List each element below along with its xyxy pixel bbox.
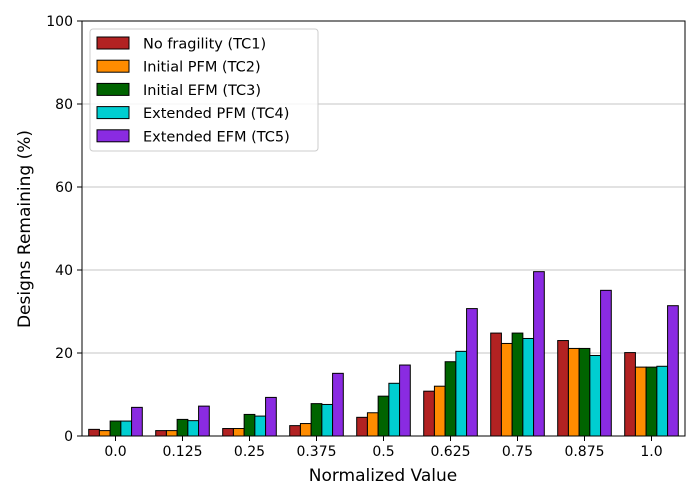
- bar: [634, 366, 647, 437]
- bar: [388, 382, 401, 437]
- bar: [109, 420, 122, 437]
- bar: [299, 423, 312, 437]
- bar: [356, 416, 368, 437]
- y-tick-label: 60: [55, 180, 73, 196]
- y-tick-label: 80: [55, 97, 73, 113]
- bar: [667, 305, 679, 437]
- bar: [332, 372, 344, 437]
- x-tick-label: 0.25: [234, 444, 265, 460]
- bar: [165, 430, 178, 437]
- x-tick-label: 0.0: [104, 444, 126, 460]
- bar: [399, 364, 411, 437]
- bar: [176, 418, 189, 437]
- legend-label: Initial EFM (TC3): [143, 83, 261, 99]
- x-tick-label: 1.0: [640, 444, 662, 460]
- x-tick-label: 0.875: [564, 444, 604, 460]
- legend-swatch: [96, 36, 130, 50]
- bar: [366, 412, 379, 437]
- plot-frame: [81, 20, 686, 437]
- legend-swatch: [96, 82, 130, 96]
- bar: [254, 415, 267, 437]
- y-tick-label: 100: [46, 14, 73, 30]
- y-tick-label: 20: [55, 346, 73, 362]
- x-tick-label: 0.125: [162, 444, 202, 460]
- axes: [77, 20, 686, 441]
- legend-swatch: [96, 106, 130, 120]
- bars: [88, 271, 679, 437]
- legend-label: Extended PFM (TC4): [143, 106, 289, 122]
- bar: [243, 413, 256, 437]
- legend-label: Extended EFM (TC5): [143, 129, 290, 145]
- bar: [578, 347, 591, 437]
- legend-label: Initial PFM (TC2): [143, 60, 261, 76]
- legend-swatch: [96, 59, 130, 73]
- legend-swatch: [96, 129, 130, 143]
- bar: [567, 347, 580, 437]
- y-tick-label: 40: [55, 263, 73, 279]
- y-tick-label: 0: [64, 429, 73, 445]
- bar: [310, 403, 323, 437]
- bar: [222, 428, 234, 437]
- bar: [131, 406, 143, 437]
- legend: No fragility (TC1) Initial PFM (TC2) Initi…: [89, 28, 319, 152]
- x-axis-label: Normalized Value: [309, 466, 458, 486]
- bar: [98, 430, 111, 437]
- legend-box: [89, 28, 319, 152]
- bar: [466, 308, 478, 437]
- bar: [600, 289, 612, 437]
- bar: [645, 366, 658, 437]
- bar: [187, 420, 200, 437]
- bar: [656, 365, 669, 437]
- bar: [321, 403, 334, 437]
- x-tick-label: 0.375: [296, 444, 336, 460]
- bar: [624, 352, 636, 437]
- bar: [88, 428, 100, 437]
- bar: [500, 342, 513, 437]
- bar: [155, 430, 167, 437]
- bar: [533, 271, 545, 437]
- x-tick-label: 0.625: [430, 444, 470, 460]
- bar: [433, 385, 446, 437]
- bar: [557, 340, 569, 437]
- bar: [377, 395, 390, 437]
- bar: [522, 337, 535, 437]
- bar: [423, 390, 435, 437]
- bar: [444, 361, 457, 437]
- bar: [589, 354, 602, 437]
- bar: [511, 332, 524, 437]
- bar: [490, 332, 502, 437]
- x-tick-label: 0.75: [502, 444, 533, 460]
- y-axis-label: Designs Remaining (%): [15, 130, 35, 328]
- tick-labels: 0.0 0.125 0.25 0.375 0.5 0.625 0.75 0.875 1.0 0 20…: [46, 14, 662, 460]
- bar: [265, 396, 277, 437]
- bar: [120, 420, 133, 437]
- legend-label: No fragility (TC1): [143, 37, 266, 53]
- x-tick-label: 0.5: [372, 444, 394, 460]
- bar: [289, 425, 301, 437]
- bar: [455, 350, 468, 437]
- bar: [198, 405, 210, 437]
- bar: [232, 428, 245, 437]
